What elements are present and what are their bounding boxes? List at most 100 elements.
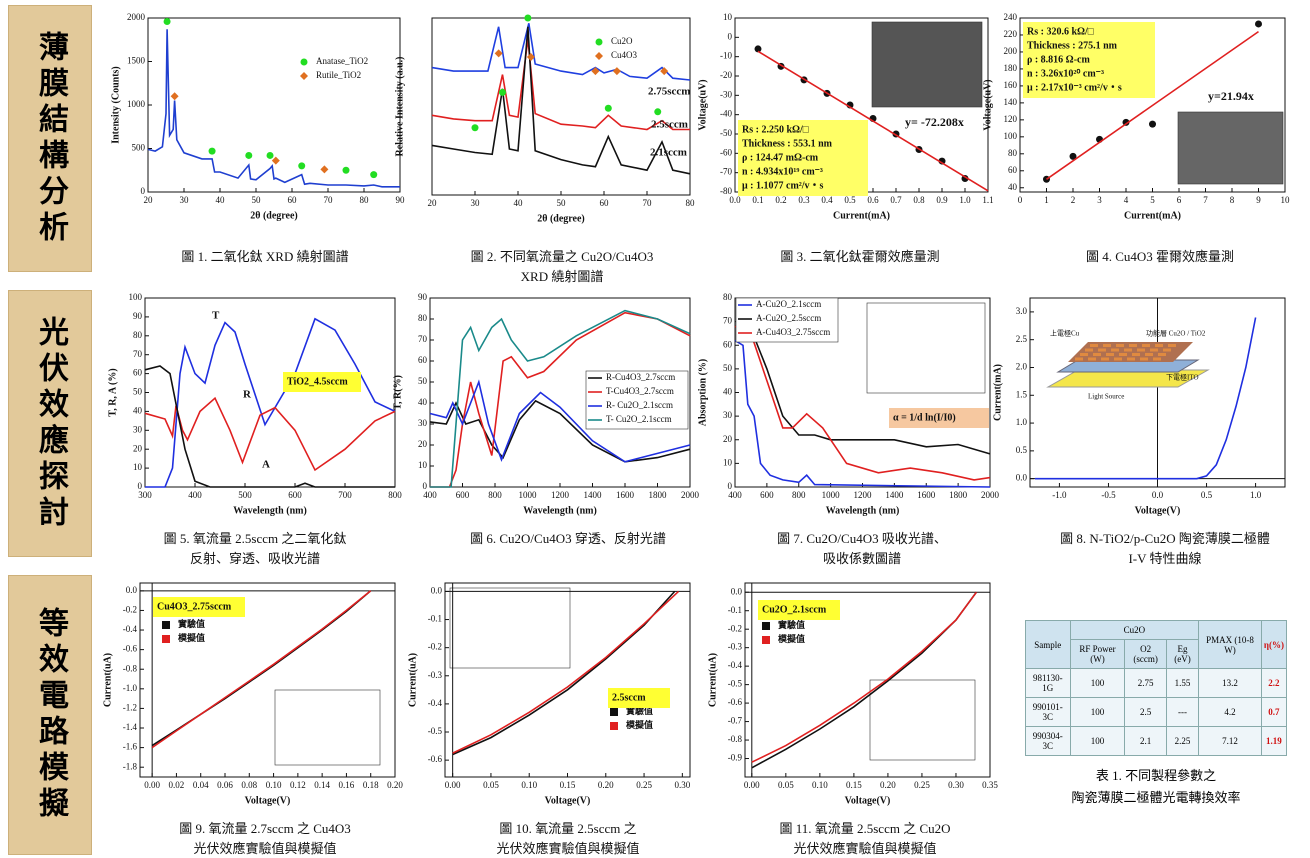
note-text: ρ : 124.47 mΩ-cm (742, 152, 819, 163)
y-tick-label: 140 (1004, 97, 1018, 107)
figure-caption: 光伏效應實驗值與模擬值 (793, 841, 936, 856)
x-tick-label: 0.5 (1201, 490, 1213, 500)
x-tick-label: 4 (1124, 195, 1129, 205)
table-header: O2 (sccm) (1125, 640, 1166, 669)
table-cell: 4.2 (1199, 698, 1262, 727)
x-tick-label: 0.00 (445, 780, 461, 790)
y-tick-label: 70 (133, 349, 143, 359)
x-tick-label: 6 (1177, 195, 1182, 205)
note-text: μ : 1.1077 cm²/v・s (742, 180, 824, 191)
x-tick-label: 0.8 (913, 195, 925, 205)
marker (343, 167, 350, 174)
x-tick-label: 0.08 (241, 780, 257, 790)
y-tick-label: 20 (418, 439, 428, 449)
figure-caption: 吸收係數圖譜 (823, 551, 901, 566)
note-text: 2.5sccm (612, 692, 646, 703)
x-tick-label: 0.14 (314, 780, 330, 790)
x-tick-label: 0.10 (266, 780, 282, 790)
x-axis-label: 2θ (degree) (250, 210, 298, 221)
y-tick-label: -0.2 (428, 642, 442, 652)
y-tick-label: -0.7 (728, 716, 743, 726)
x-tick-label: 600 (456, 490, 470, 500)
figure-caption: 反射、穿透、吸收光譜 (190, 551, 320, 566)
x-tick-label: 0.35 (982, 780, 998, 790)
x-tick-label: 0.15 (846, 780, 862, 790)
electrode (1168, 344, 1176, 347)
y-tick-label: 500 (132, 143, 146, 153)
y-tick-label: 1000 (127, 99, 146, 109)
x-tick-label: 1.0 (959, 195, 971, 205)
x-axis-label: Voltage(V) (245, 795, 291, 806)
y-tick-label: 3.0 (1016, 306, 1028, 316)
y-tick-label: -0.4 (428, 698, 443, 708)
x-tick-label: 0.30 (674, 780, 690, 790)
page: 薄膜結構分析 光伏效應探討 等效電路模擬 2030405060708090050… (0, 0, 1310, 858)
x-tick-label: 1.0 (1250, 490, 1262, 500)
x-tick-label: 0.2 (775, 195, 786, 205)
x-tick-label: 0.20 (880, 780, 896, 790)
marker (605, 105, 612, 112)
legend-label: A-Cu2O_2.5sccm (756, 313, 821, 323)
diagram-label: 下電極ITO (1166, 373, 1199, 382)
y-tick-label: 0.0 (126, 585, 138, 595)
y-tick-label: 10 (723, 12, 733, 22)
results-table: SampleCu2OPMAX (10-8 W)η(%) RF Power (W)… (1025, 620, 1287, 756)
y-tick-label: -1.8 (123, 761, 138, 771)
table-cell: 1.55 (1166, 669, 1198, 698)
x-tick-label: 2 (1071, 195, 1076, 205)
y-tick-label: 100 (1004, 131, 1018, 141)
x-tick-label: 0.3 (798, 195, 810, 205)
table-cell: 990101-3C (1026, 698, 1071, 727)
table-cell: 100 (1070, 669, 1125, 698)
x-tick-label: 1000 (822, 490, 841, 500)
x-tick-label: 30 (471, 198, 481, 208)
legend-label: Cu4O3 (611, 50, 638, 60)
electrode (1101, 358, 1109, 361)
table-header: Cu2O (1070, 621, 1199, 640)
y-axis-label: Intensity (Counts) (110, 66, 121, 144)
x-tick-label: 0.12 (290, 780, 306, 790)
x-tick-label: 0.7 (890, 195, 902, 205)
x-tick-label: 0.30 (948, 780, 964, 790)
marker (610, 722, 618, 730)
x-tick-label: 1 (1044, 195, 1049, 205)
figure-caption: 圖 6. Cu2O/Cu4O3 穿透、反射光譜 (470, 531, 666, 546)
diagram-label: Light Source (1088, 393, 1124, 401)
x-axis-label: Wavelength (nm) (523, 505, 597, 516)
table-cell: 2.1 (1125, 727, 1166, 756)
y-tick-label: 60 (1008, 165, 1018, 175)
series-label: 2.5sccm (651, 119, 688, 131)
y-tick-label: 30 (133, 424, 143, 434)
x-tick-label: 1200 (551, 490, 570, 500)
y-tick-label: 120 (1004, 114, 1018, 124)
y-tick-label: 80 (133, 330, 143, 340)
marker (245, 152, 252, 159)
marker (524, 15, 531, 22)
y-tick-label: 90 (418, 292, 428, 302)
x-axis-label: Voltage(V) (845, 795, 891, 806)
legend-label: R-Cu4O3_2.7sccm (606, 372, 675, 382)
marker (499, 89, 506, 96)
x-tick-label: 800 (792, 490, 806, 500)
y-axis-label: Current(uA) (102, 653, 113, 707)
x-tick-label: 1600 (616, 490, 635, 500)
x-tick-label: 0.20 (387, 780, 403, 790)
electrode (1090, 344, 1098, 347)
y-tick-label: -0.6 (428, 754, 443, 764)
y-tick-label: 0 (141, 186, 146, 196)
electrode (1140, 358, 1148, 361)
inset (450, 588, 570, 668)
y-tick-label: -1.6 (123, 742, 138, 752)
legend-label: 實驗值 (778, 619, 805, 630)
y-tick-label: -0.2 (123, 604, 137, 614)
y-tick-label: 100 (129, 292, 143, 302)
x-tick-label: 40 (216, 195, 226, 205)
x-tick-label: 0.15 (560, 780, 576, 790)
y-tick-label: 180 (1004, 63, 1018, 73)
legend-label: A-Cu4O3_2.75sccm (756, 327, 830, 337)
fit-label: y=21.94x (1208, 89, 1254, 103)
y-tick-label: 0 (728, 481, 733, 491)
y-tick-label: -0.5 (728, 679, 743, 689)
x-tick-label: 0.18 (363, 780, 379, 790)
legend-label: 實驗值 (178, 618, 205, 629)
